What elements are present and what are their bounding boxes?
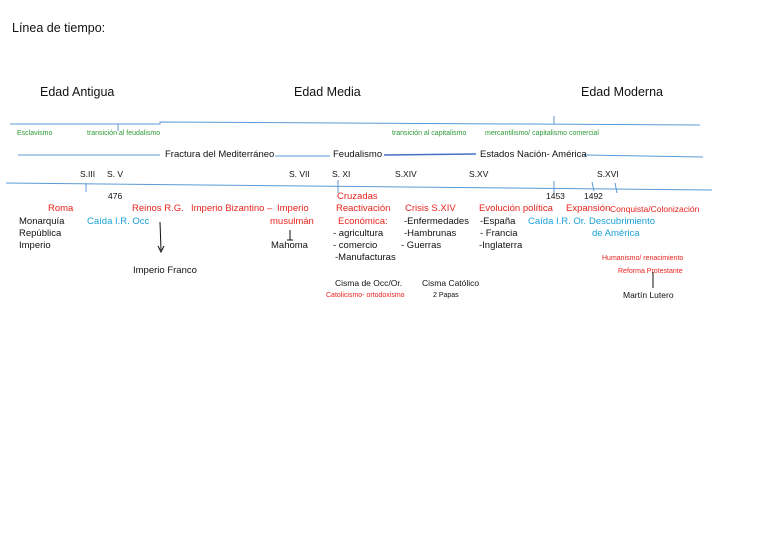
event-caida-or: Caída I.R. Or. (528, 216, 587, 227)
century-s3: S.III (80, 169, 96, 179)
century-s7: S. VII (289, 169, 310, 179)
label-transicion-feudalismo: transición al feudalismo (87, 130, 161, 137)
event-cruzadas: Cruzadas (337, 191, 378, 202)
event-descubrimiento-2: de América (592, 228, 640, 239)
era-moderna: Edad Moderna (581, 85, 664, 99)
event-guerras: - Guerras (401, 240, 442, 251)
label-transicion-capitalismo: transición al capitalismo (392, 130, 467, 137)
event-cisma-catolico: Cisma Católico (422, 278, 480, 288)
event-expansion: Expansión (566, 203, 611, 214)
event-comercio: - comercio (333, 240, 378, 251)
page-title: Línea de tiempo: (12, 21, 106, 35)
event-humanismo: Humanismo/ renacimiento (602, 255, 684, 262)
event-hambrunas: -Hambrunas (404, 228, 457, 239)
event-caida-occ: Caída I.R. Occ (87, 216, 150, 227)
event-descubrimiento-1: Descubrimiento (589, 216, 655, 227)
timeline-line-2-seg-4 (583, 154, 704, 158)
event-enfermedades: -Enfermedades (404, 216, 469, 227)
event-musulman-1: Imperio (277, 203, 309, 214)
event-conquista: Conquista/Colonización (610, 204, 700, 214)
label-feudalismo: Feudalismo (333, 149, 383, 160)
event-reinos: Reinos R.G. (132, 203, 184, 214)
event-evolucion: Evolución política (479, 203, 553, 214)
year-1453: 1453 (546, 191, 565, 201)
event-catolicismo: Catolicismo- ortodoxismo (326, 292, 405, 299)
century-s16: S.XVI (597, 169, 619, 179)
event-inglaterra: -Inglaterra (479, 240, 523, 251)
event-francia: - Francia (480, 228, 518, 239)
event-crisis: Crisis S.XIV (405, 203, 456, 214)
label-esclavismo: Esclavismo (17, 130, 53, 137)
century-s5: S. V (107, 169, 124, 179)
event-agricultura: - agricultura (333, 228, 384, 239)
event-imperio-franco: Imperio Franco (133, 265, 197, 276)
event-cisma-occ: Cisma de Occ/Or. (335, 278, 403, 288)
year-1492: 1492 (584, 191, 603, 201)
timeline-line-3 (5, 182, 713, 191)
event-lutero: Martín Lutero (623, 290, 674, 300)
event-reactivacion: Reactivación (336, 203, 391, 214)
era-media: Edad Media (294, 85, 361, 99)
event-reforma: Reforma Protestante (618, 268, 683, 275)
event-mahoma: Mahoma (271, 240, 308, 251)
century-s14: S.XIV (395, 169, 417, 179)
timeline-line-2-seg-3 (383, 153, 477, 156)
timeline-3-tick-1492 (591, 181, 595, 192)
event-espana: -España (480, 216, 516, 227)
event-monarquia: Monarquía (19, 216, 65, 227)
century-s15: S.XV (469, 169, 489, 179)
arrow-reinos-franco (159, 221, 162, 251)
event-imperio: Imperio (19, 240, 51, 251)
label-estados-nacion: Estados Nación- América (480, 149, 587, 160)
timeline-3-tick-s16 (614, 182, 618, 194)
event-republica: República (19, 228, 62, 239)
century-s11: S. XI (332, 169, 351, 179)
arrow-reinos-franco-head (157, 245, 165, 254)
era-antigua: Edad Antigua (40, 85, 115, 99)
label-fractura: Fractura del Mediterráneo (165, 149, 275, 160)
event-roma: Roma (48, 203, 74, 214)
event-bizantino: Imperio Bizantino – (191, 203, 273, 214)
event-dos-papas: 2 Papas (433, 292, 459, 299)
label-mercantilismo: mercantilismo/ capitalismo comercial (485, 130, 599, 137)
event-manufacturas: -Manufacturas (335, 252, 396, 263)
year-476: 476 (108, 191, 123, 201)
timeline-line-1 (10, 121, 701, 126)
event-musulman-2: musulmán (270, 216, 314, 227)
event-economica: Económica: (338, 216, 388, 227)
